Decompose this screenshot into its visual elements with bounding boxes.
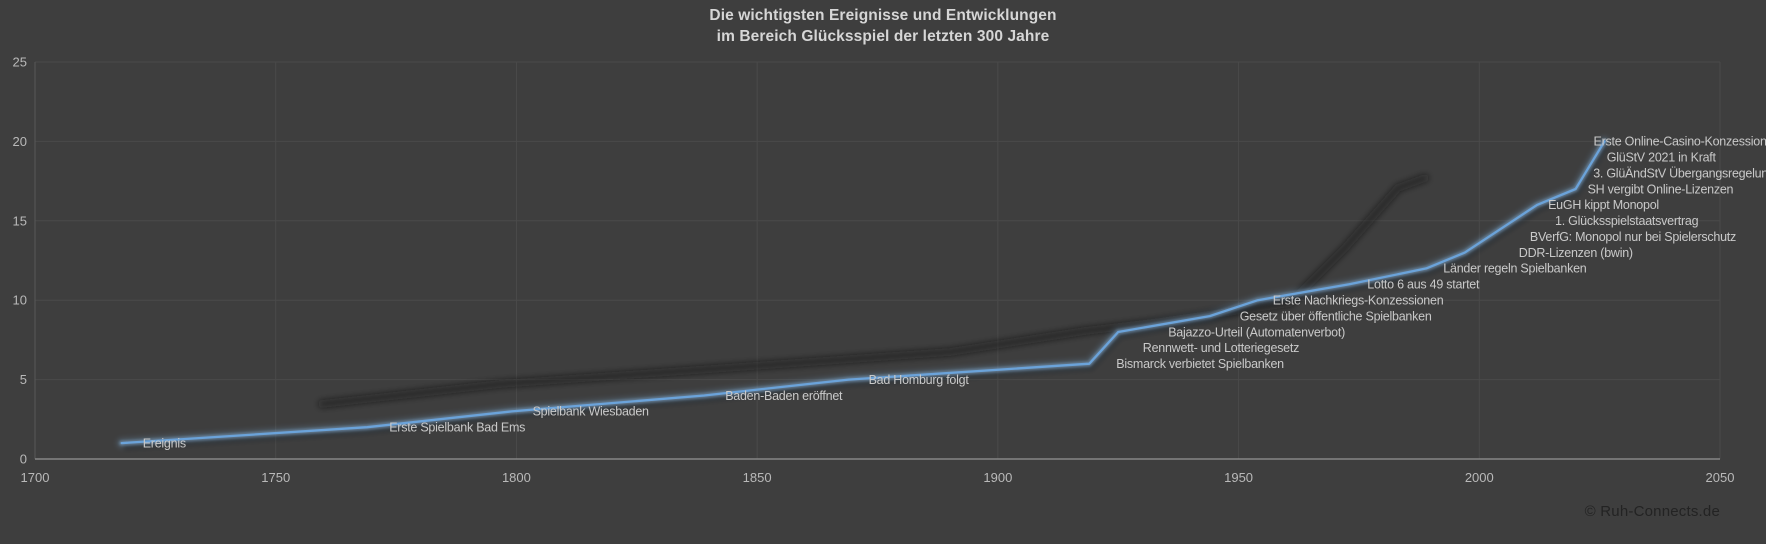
chart-title: Die wichtigsten Ereignisse und Entwicklu… [0, 5, 1766, 47]
event-data-label: Lotto 6 aus 49 startet [1367, 278, 1480, 292]
x-tick-label: 1800 [502, 470, 531, 485]
y-tick-label: 25 [13, 55, 27, 70]
event-data-label: Rennwett- und Lotteriegesetz [1143, 341, 1299, 355]
event-data-label: BVerfG: Monopol nur bei Spielerschutz [1530, 230, 1736, 244]
event-data-label: Spielbank Wiesbaden [533, 405, 649, 419]
x-tick-label: 1700 [21, 470, 50, 485]
x-tick-label: 2050 [1706, 470, 1735, 485]
event-data-label: SH vergibt Online-Lizenzen [1588, 182, 1734, 196]
event-data-label: Länder regeln Spielbanken [1443, 262, 1586, 276]
y-tick-label: 15 [13, 213, 27, 228]
x-tick-label: 2000 [1465, 470, 1494, 485]
chart-title-line1: Die wichtigsten Ereignisse und Entwicklu… [709, 7, 1057, 24]
y-tick-label: 20 [13, 134, 27, 149]
event-data-label: Bad Homburg folgt [869, 373, 970, 387]
event-data-label: Baden-Baden eröffnet [725, 389, 843, 403]
x-tick-label: 1900 [983, 470, 1012, 485]
x-tick-label: 1850 [743, 470, 772, 485]
chart-title-line2: im Bereich Glücksspiel der letzten 300 J… [716, 28, 1050, 45]
event-data-label: Erste Spielbank Bad Ems [389, 421, 525, 435]
event-data-label: Erste Nachkriegs-Konzessionen [1273, 294, 1444, 308]
y-tick-label: 10 [13, 293, 27, 308]
y-tick-label: 0 [20, 452, 27, 467]
event-data-label: GlüStV 2021 in Kraft [1607, 151, 1717, 165]
event-data-label: Gesetz über öffentliche Spielbanken [1240, 309, 1432, 323]
event-data-label: 1. Glücksspielstaatsvertrag [1555, 214, 1699, 228]
event-data-label: EuGH kippt Monopol [1548, 198, 1659, 212]
event-data-label: Ereignis [143, 436, 186, 450]
event-data-label: Bismarck verbietet Spielbanken [1116, 357, 1284, 371]
event-data-label: Bajazzo-Urteil (Automatenverbot) [1168, 325, 1345, 339]
x-tick-label: 1750 [261, 470, 290, 485]
event-line [120, 140, 1606, 445]
y-tick-label: 5 [20, 372, 27, 387]
event-data-label: DDR-Lizenzen (bwin) [1519, 246, 1633, 260]
copyright-text: © Ruh-Connects.de [1584, 503, 1720, 520]
x-tick-label: 1950 [1224, 470, 1253, 485]
event-data-label: 3. GlüÄndStV Übergangsregelung [1593, 167, 1766, 181]
event-data-label: Erste Online-Casino-Konzessionen [1594, 135, 1766, 149]
